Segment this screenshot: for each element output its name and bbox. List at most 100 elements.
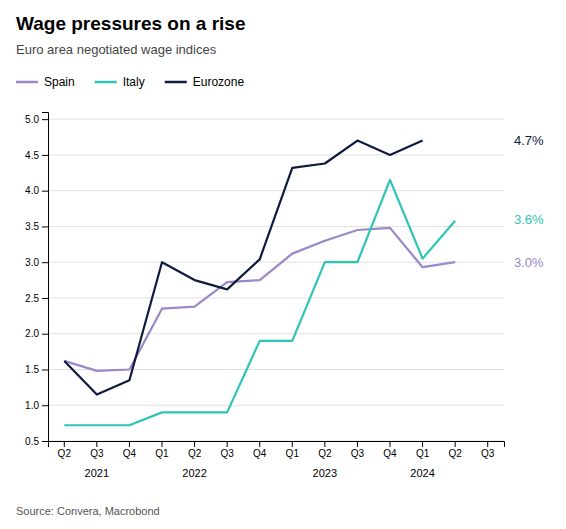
x-tick-label: Q3 (90, 448, 104, 459)
x-tick-label: Q1 (416, 448, 430, 459)
x-axis: Q2 Q3 Q4 Q1 Q2 Q3 Q4 Q1 Q2 Q3 Q4 Q1 Q2 Q3 (49, 441, 505, 459)
source: Source: Convera, Macrobond (16, 505, 160, 517)
grid-line (48, 297, 504, 298)
y-tick: 0.5 (25, 436, 48, 447)
x-tick-mark (64, 441, 65, 447)
grid-line (48, 119, 504, 120)
x-tick-label: Q3 (481, 448, 495, 459)
y-tick-mark (42, 334, 48, 335)
y-tick-label: 5.0 (25, 114, 39, 125)
x-tick: Q1 (416, 441, 430, 459)
x-tick-mark (96, 441, 97, 447)
y-tick-label: 4.5 (25, 150, 39, 161)
grid-line (48, 333, 504, 334)
line-series (64, 228, 455, 371)
legend-item: Italy (95, 75, 145, 89)
y-tick-label: 4.0 (25, 185, 39, 196)
x-tick-mark (259, 441, 260, 447)
y-tick-mark (42, 262, 48, 263)
end-label: 3.0% (514, 255, 544, 270)
x-tick-mark (390, 441, 391, 447)
legend-label: Spain (44, 75, 75, 89)
x-tick: Q2 (448, 441, 462, 459)
x-tick-mark (292, 441, 293, 447)
x-tick: Q1 (155, 441, 169, 459)
x-tick-label: Q2 (448, 448, 462, 459)
legend-item: Spain (16, 75, 75, 89)
y-tick: 2.5 (25, 293, 48, 304)
y-tick-label: 2.0 (25, 328, 39, 339)
y-tick-label: 2.5 (25, 293, 39, 304)
y-tick: 3.0 (25, 257, 48, 268)
y-tick: 4.5 (25, 150, 48, 161)
grid (48, 119, 504, 441)
y-tick-mark (42, 191, 48, 192)
x-tick: Q4 (123, 441, 137, 459)
x-tick-mark (162, 441, 163, 447)
x-tick-mark (227, 441, 228, 447)
x-tick: Q3 (220, 441, 234, 459)
legend-swatch (16, 81, 38, 84)
x-tick: Q2 (318, 441, 332, 459)
y-tick-label: 3.5 (25, 221, 39, 232)
line-series (64, 141, 422, 395)
y-tick-label: 3.0 (25, 257, 39, 268)
y-tick: 4.0 (25, 185, 48, 196)
y-axis-line (42, 113, 49, 442)
x-tick-mark (422, 441, 423, 447)
y-tick-mark (42, 405, 48, 406)
grid-line (48, 405, 504, 406)
y-tick-mark (42, 119, 48, 120)
end-label: 3.6% (514, 212, 544, 227)
x-tick-label: Q1 (155, 448, 169, 459)
grid-line (48, 262, 504, 263)
y-tick: 1.0 (25, 400, 48, 411)
y-axis: 0.5 1.0 1.5 2.0 2.5 3.0 3.5 4.0 4.5 5.0 (25, 113, 48, 447)
x-tick-mark (487, 441, 488, 447)
x-tick-label: Q3 (220, 448, 234, 459)
chart-svg: Wage pressures on a riseEuro area negoti… (0, 0, 566, 529)
plot: 0.51.01.52.02.53.03.54.04.55.0Q2Q3Q4Q1Q2… (25, 113, 544, 480)
line-series (64, 180, 455, 425)
lines (64, 141, 455, 426)
x-tick-mark (357, 441, 358, 447)
x-tick-mark (324, 441, 325, 447)
y-tick-label: 1.5 (25, 364, 39, 375)
legend: Spain Italy Eurozone (16, 75, 244, 89)
y-tick: 1.5 (25, 364, 48, 375)
y-tick: 3.5 (25, 221, 48, 232)
y-tick-mark (42, 369, 48, 370)
x-tick: Q4 (383, 441, 397, 459)
x-tick: Q1 (286, 441, 300, 459)
y-tick: 2.0 (25, 328, 48, 339)
y-tick-label: 1.0 (25, 400, 39, 411)
x-tick-label: Q4 (253, 448, 267, 459)
x-tick: Q2 (188, 441, 202, 459)
x-tick-label: Q2 (58, 448, 72, 459)
x-tick-label: Q2 (318, 448, 332, 459)
x-axis-line (49, 442, 505, 448)
x-tick-label: Q2 (188, 448, 202, 459)
end-label: 4.7% (514, 133, 544, 148)
chart-container: Wage pressures on a riseEuro area negoti… (0, 0, 566, 529)
annotation: 2021 (85, 467, 109, 479)
annotation: 2022 (182, 467, 206, 479)
x-tick: Q4 (253, 441, 267, 459)
legend-swatch (165, 81, 187, 84)
legend-item: Eurozone (165, 75, 245, 89)
y-tick-mark (42, 155, 48, 156)
y-tick-mark (42, 226, 48, 227)
subtitle: Euro area negotiated wage indices (16, 42, 217, 57)
x-tick: Q2 (58, 441, 72, 459)
annotation: 2024 (410, 467, 434, 479)
legend-label: Eurozone (193, 75, 245, 89)
x-tick-label: Q3 (351, 448, 365, 459)
x-tick: Q3 (351, 441, 365, 459)
y-tick-mark (42, 441, 48, 442)
x-tick-label: Q1 (286, 448, 300, 459)
x-tick-mark (194, 441, 195, 447)
x-tick: Q3 (90, 441, 104, 459)
legend-label: Italy (123, 75, 145, 89)
grid-line (48, 226, 504, 227)
y-tick-label: 0.5 (25, 436, 39, 447)
